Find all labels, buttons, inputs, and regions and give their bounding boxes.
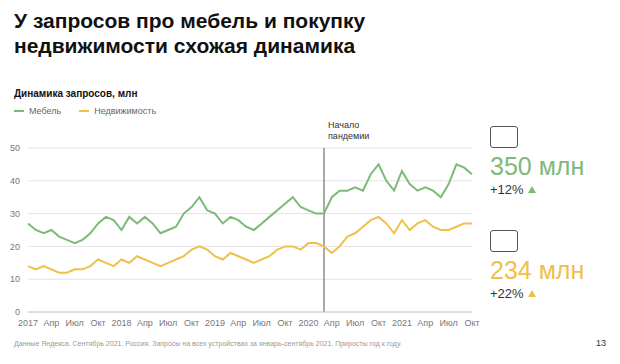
svg-text:2018: 2018 — [111, 318, 131, 328]
svg-text:Окт: Окт — [184, 318, 199, 328]
svg-text:Июл: Июл — [439, 318, 457, 328]
svg-text:Окт: Окт — [277, 318, 292, 328]
html-text:+22%: +22% — [490, 286, 524, 301]
svg-text:Июл: Июл — [253, 318, 271, 328]
svg-text:2017: 2017 — [18, 318, 38, 328]
html-text:У запросов про мебель и покупк: У запросов про мебель и покупку недвижим… — [14, 9, 366, 57]
svg-text:Окт: Окт — [371, 318, 386, 328]
html-text:234 млн: 234 млн — [490, 256, 585, 284]
svg-text:Апр: Апр — [324, 318, 340, 328]
svg-text:Июл: Июл — [159, 318, 177, 328]
svg-text:Окт: Окт — [464, 318, 479, 328]
html-text:13: 13 — [596, 338, 606, 348]
svg-text:Июл: Июл — [66, 318, 84, 328]
svg-text:20: 20 — [10, 242, 20, 252]
svg-text:Апр: Апр — [43, 318, 59, 328]
html-text:Динамика запросов, млн: Динамика запросов, млн — [14, 88, 138, 99]
svg-text:30: 30 — [10, 209, 20, 219]
html-text:Данные Яндекса. Сентябрь 2021.: Данные Яндекса. Сентябрь 2021. Россия. З… — [14, 340, 402, 347]
svg-text:Апр: Апр — [417, 318, 433, 328]
svg-text:0: 0 — [15, 307, 20, 317]
svg-text:2019: 2019 — [205, 318, 225, 328]
svg-text:40: 40 — [10, 176, 20, 186]
svg-text:Окт: Окт — [91, 318, 106, 328]
html-text:Недвижимость: Недвижимость — [94, 106, 157, 116]
html-text:+12%: +12% — [490, 182, 524, 197]
svg-text:Июл: Июл — [346, 318, 364, 328]
svg-text:Началопандемии: Началопандемии — [328, 120, 369, 141]
html-text:350 млн: 350 млн — [490, 152, 585, 180]
svg-text:Апр: Апр — [137, 318, 153, 328]
svg-text:2021: 2021 — [392, 318, 412, 328]
svg-text:10: 10 — [10, 274, 20, 284]
html-text:Мебель: Мебель — [29, 106, 62, 116]
svg-text:50: 50 — [10, 143, 20, 153]
svg-text:2020: 2020 — [298, 318, 318, 328]
svg-text:Апр: Апр — [230, 318, 246, 328]
